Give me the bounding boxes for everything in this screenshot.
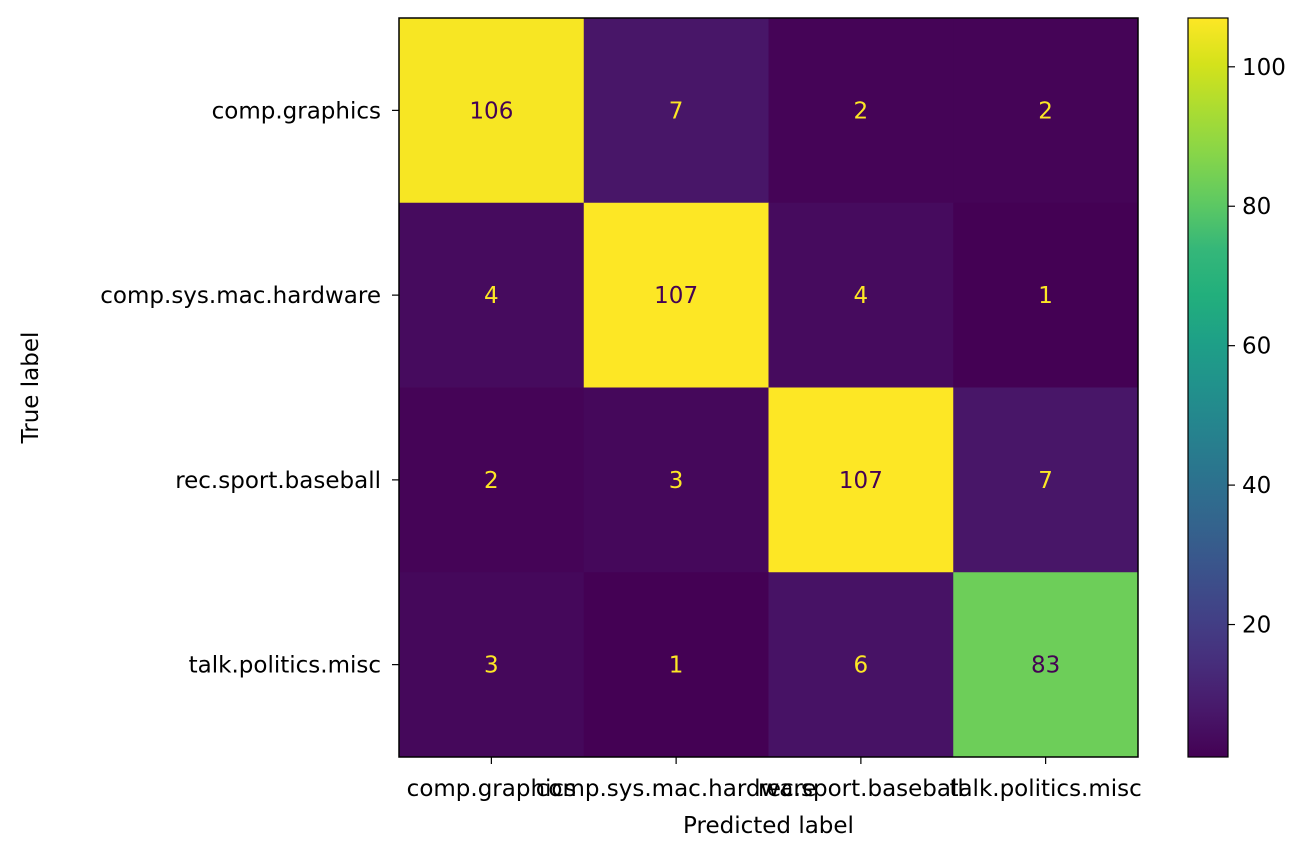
y-tick-label-2: rec.sport.baseball: [175, 468, 381, 494]
cell-value-0-1: 7: [669, 98, 684, 124]
cell-value-2-3: 7: [1038, 468, 1053, 494]
y-axis-ticks: comp.graphics comp.sys.mac.hardware rec.sp…: [100, 98, 399, 679]
cell-0-0: [399, 18, 585, 204]
cell-value-3-0: 3: [484, 653, 499, 679]
cell-value-2-0: 2: [484, 468, 499, 494]
cell-3-3: [953, 572, 1139, 758]
cell-value-2-2: 107: [839, 468, 883, 494]
cell-2-0: [399, 387, 585, 573]
cell-3-0: [399, 572, 585, 758]
cell-1-3: [953, 202, 1139, 388]
cell-0-1: [583, 18, 769, 204]
y-tick-label-3: talk.politics.misc: [189, 653, 381, 679]
x-tick-label-2: rec.sport.baseball: [758, 776, 964, 802]
colorbar-tick-label-2: 60: [1242, 334, 1271, 360]
cell-2-3: [953, 387, 1139, 573]
colorbar-ticks: 20 40 60 80 100: [1228, 55, 1286, 639]
x-tick-label-0: comp.graphics: [407, 776, 576, 802]
x-axis-label: Predicted label: [683, 813, 854, 839]
y-tick-label-1: comp.sys.mac.hardware: [100, 283, 381, 309]
y-tick-label-0: comp.graphics: [212, 98, 381, 124]
colorbar: [1187, 17, 1229, 758]
cell-value-1-0: 4: [484, 283, 499, 309]
heatmap-cell-values: 106 7 2 2 4 107 4 1 2 3 107 7 3 1 6 83: [469, 98, 1060, 678]
cell-0-2: [768, 18, 954, 204]
colorbar-tick-label-4: 100: [1242, 55, 1286, 81]
cell-value-3-3: 83: [1031, 653, 1060, 679]
heatmap-cells: [399, 18, 1139, 758]
cell-2-2: [768, 387, 954, 573]
cell-3-1: [583, 572, 769, 758]
cell-value-1-1: 107: [654, 283, 698, 309]
colorbar-tick-label-3: 80: [1242, 194, 1271, 220]
cell-value-1-2: 4: [854, 283, 869, 309]
axes-frame: [398, 17, 1139, 758]
colorbar-tick-label-0: 20: [1242, 613, 1271, 639]
cell-value-0-3: 2: [1038, 98, 1053, 124]
cell-3-2: [768, 572, 954, 758]
cell-1-0: [399, 202, 585, 388]
cell-value-2-1: 3: [669, 468, 684, 494]
cell-value-0-2: 2: [854, 98, 869, 124]
cell-0-3: [953, 18, 1139, 204]
x-axis-ticks: comp.graphicscomp.sys.mac.hardwarerec.sp…: [407, 757, 1142, 802]
y-axis-label: True label: [18, 332, 44, 445]
x-tick-label-3: talk.politics.misc: [949, 776, 1141, 802]
cell-value-3-2: 6: [854, 653, 869, 679]
cell-value-1-3: 1: [1038, 283, 1053, 309]
cell-value-3-1: 1: [669, 653, 684, 679]
x-tick-label-1: comp.sys.mac.hardware: [536, 776, 817, 802]
cell-1-2: [768, 202, 954, 388]
cell-2-1: [583, 387, 769, 573]
cell-1-1: [583, 202, 769, 388]
colorbar-tick-label-1: 40: [1242, 473, 1271, 499]
cell-value-0-0: 106: [469, 98, 513, 124]
